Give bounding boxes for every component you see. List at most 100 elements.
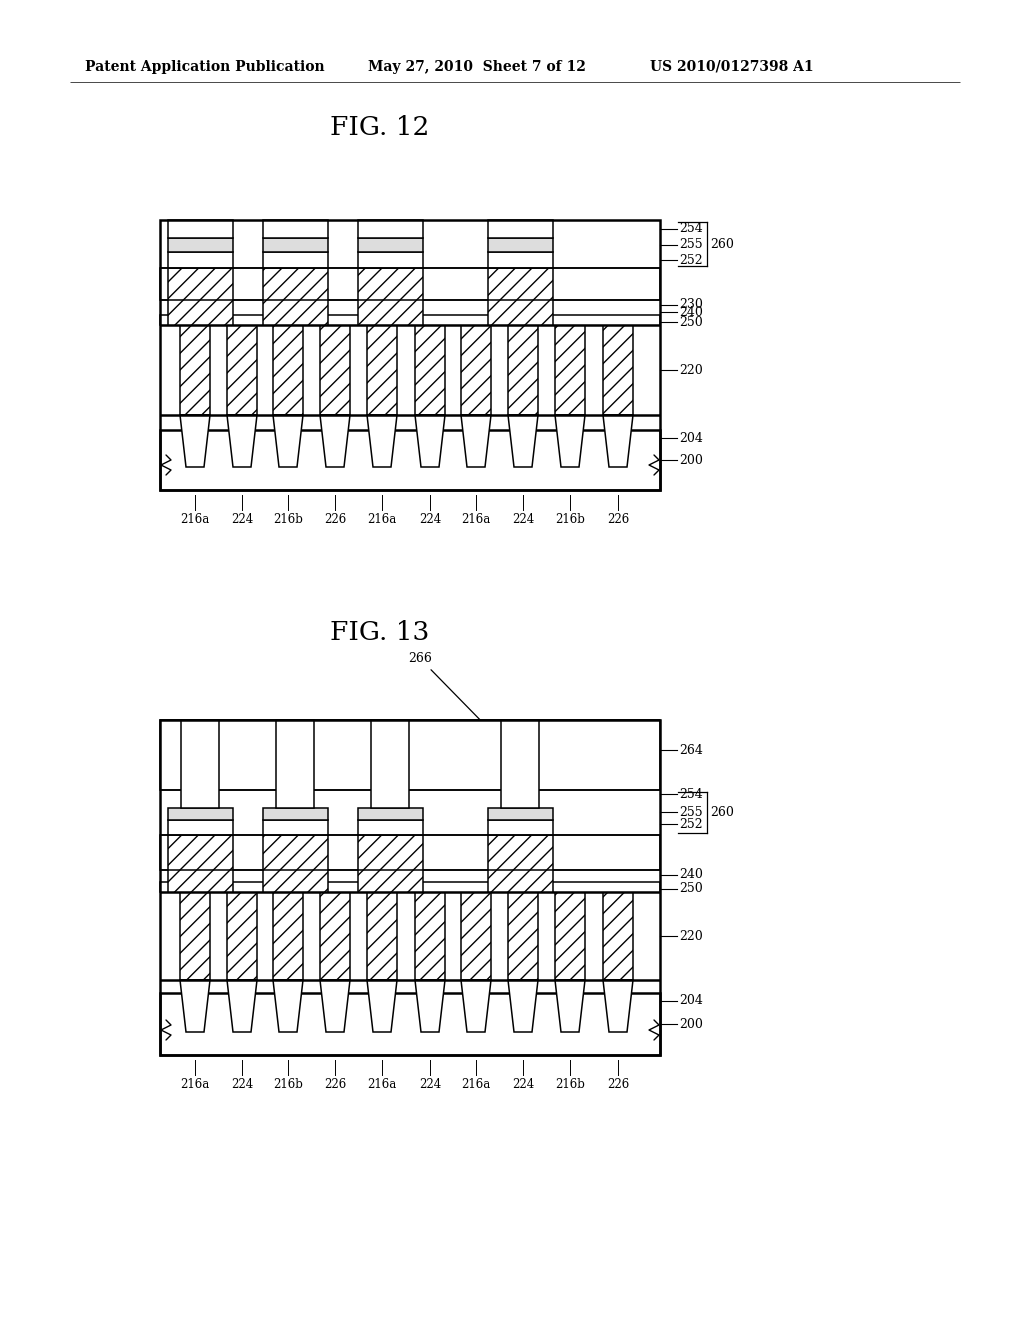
Text: 220: 220	[679, 929, 702, 942]
Text: 216a: 216a	[462, 513, 490, 525]
Bar	[263, 220, 328, 238]
Text: 252: 252	[679, 253, 702, 267]
Bar	[180, 325, 210, 414]
Text: 264: 264	[679, 743, 702, 756]
Text: 216a: 216a	[368, 1078, 396, 1092]
Text: 224: 224	[230, 513, 253, 525]
Polygon shape	[180, 414, 210, 467]
Bar	[273, 325, 303, 414]
Text: 226: 226	[607, 513, 629, 525]
Bar	[358, 220, 423, 238]
Text: 216b: 216b	[555, 1078, 585, 1092]
Bar	[319, 892, 350, 979]
Text: 216a: 216a	[368, 513, 396, 525]
Bar	[263, 836, 328, 892]
Text: May 27, 2010  Sheet 7 of 12: May 27, 2010 Sheet 7 of 12	[368, 59, 586, 74]
Bar	[160, 882, 660, 892]
Text: 226: 226	[324, 513, 346, 525]
Text: Patent Application Publication: Patent Application Publication	[85, 59, 325, 74]
Bar	[168, 808, 233, 820]
Text: 216b: 216b	[273, 1078, 303, 1092]
Polygon shape	[461, 979, 490, 1032]
Bar	[160, 719, 660, 1055]
Bar	[358, 252, 423, 268]
Text: 224: 224	[419, 1078, 441, 1092]
Bar	[358, 808, 423, 820]
Polygon shape	[415, 979, 445, 1032]
Polygon shape	[180, 979, 210, 1032]
Bar	[371, 719, 409, 808]
Bar	[160, 719, 660, 1055]
Bar	[160, 315, 660, 325]
Polygon shape	[415, 414, 445, 467]
Bar	[488, 220, 553, 238]
Bar	[160, 430, 660, 490]
Bar	[160, 836, 660, 870]
Polygon shape	[367, 979, 397, 1032]
Bar	[160, 719, 660, 789]
Text: 255: 255	[679, 805, 702, 818]
Text: 200: 200	[679, 454, 702, 466]
Text: 204: 204	[679, 994, 702, 1007]
Text: 200: 200	[679, 1018, 702, 1031]
Bar	[160, 993, 660, 1055]
Bar	[160, 220, 660, 490]
Bar	[603, 325, 633, 414]
Bar	[319, 325, 350, 414]
Polygon shape	[319, 979, 350, 1032]
Polygon shape	[461, 414, 490, 467]
Text: 216a: 216a	[180, 1078, 210, 1092]
Bar	[415, 325, 445, 414]
Text: 226: 226	[324, 1078, 346, 1092]
Bar	[461, 325, 490, 414]
Bar	[160, 325, 660, 414]
Bar	[273, 892, 303, 979]
Polygon shape	[319, 414, 350, 467]
Bar	[488, 238, 553, 252]
Polygon shape	[273, 414, 303, 467]
Polygon shape	[508, 979, 538, 1032]
Text: 204: 204	[679, 432, 702, 445]
Polygon shape	[555, 414, 585, 467]
Bar	[508, 892, 538, 979]
Bar	[168, 836, 233, 892]
Text: 250: 250	[679, 315, 702, 329]
Text: 250: 250	[679, 883, 702, 895]
Text: 216a: 216a	[180, 513, 210, 525]
Text: 254: 254	[679, 788, 702, 800]
Bar	[488, 808, 553, 820]
Bar	[501, 719, 539, 808]
Bar	[263, 808, 328, 820]
Bar	[461, 892, 490, 979]
Text: 220: 220	[679, 363, 702, 376]
Text: 224: 224	[230, 1078, 253, 1092]
Text: 260: 260	[710, 805, 734, 818]
Bar	[227, 892, 257, 979]
Polygon shape	[603, 414, 633, 467]
Bar	[367, 892, 397, 979]
Text: 226: 226	[607, 1078, 629, 1092]
Text: 224: 224	[512, 513, 535, 525]
Bar	[488, 836, 553, 892]
Polygon shape	[227, 979, 257, 1032]
Bar	[263, 268, 328, 325]
Bar	[367, 325, 397, 414]
Bar	[415, 892, 445, 979]
Bar	[160, 268, 660, 300]
Polygon shape	[367, 414, 397, 467]
Bar	[358, 836, 423, 892]
Text: 266: 266	[408, 652, 487, 727]
Text: 216a: 216a	[462, 1078, 490, 1092]
Bar	[358, 268, 423, 325]
Bar	[227, 325, 257, 414]
Text: 254: 254	[679, 223, 702, 235]
Polygon shape	[227, 414, 257, 467]
Bar	[180, 892, 210, 979]
Polygon shape	[603, 979, 633, 1032]
Bar	[263, 238, 328, 252]
Bar	[160, 220, 660, 490]
Bar	[181, 719, 219, 808]
Text: 216b: 216b	[555, 513, 585, 525]
Polygon shape	[555, 979, 585, 1032]
Bar	[168, 238, 233, 252]
